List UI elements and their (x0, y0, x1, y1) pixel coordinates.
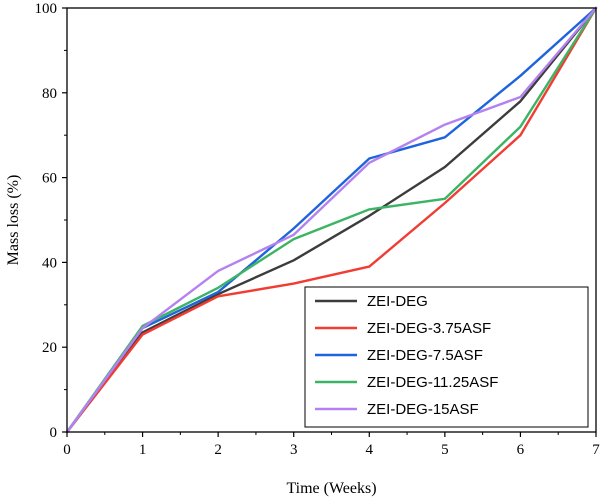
x-tick-label: 1 (139, 442, 147, 458)
series-line-2 (65, 6, 598, 434)
x-tick-label: 2 (214, 442, 222, 458)
x-tick-label: 0 (63, 442, 71, 458)
series-lines (65, 6, 598, 434)
legend-label: ZEI-DEG-3.75ASF (367, 320, 491, 337)
y-tick-label: 40 (42, 255, 57, 271)
y-tick-label: 60 (42, 171, 57, 187)
y-axis-title: Mass loss (%) (5, 175, 22, 266)
x-axis-title: Time (Weeks) (286, 480, 376, 497)
x-tick-label: 3 (290, 442, 298, 458)
legend-label: ZEI-DEG (367, 293, 428, 310)
legend-label: ZEI-DEG-7.5ASF (367, 347, 483, 364)
x-tick-label: 5 (441, 442, 449, 458)
legend: ZEI-DEG ZEI-DEG-3.75ASF ZEI-DEG-7.5ASF ZEI-… (304, 286, 589, 428)
y-tick-label: 0 (50, 425, 58, 441)
x-tick-label: 4 (366, 442, 374, 458)
series-line-5 (65, 6, 598, 434)
legend-label: ZEI-DEG-15ASF (367, 401, 479, 418)
x-tick-label: 6 (517, 442, 525, 458)
axis-ticks: 0 1 2 3 4 5 6 7 0 20 40 60 80 100 (35, 1, 600, 458)
y-tick-label: 100 (35, 1, 58, 17)
series-line-1 (65, 6, 598, 434)
series-line-3 (65, 6, 598, 434)
legend-box (304, 286, 589, 428)
legend-label: ZEI-DEG-11.25ASF (367, 374, 498, 391)
x-tick-label: 7 (592, 442, 600, 458)
y-tick-label: 80 (42, 86, 57, 102)
y-tick-label: 20 (42, 340, 57, 356)
